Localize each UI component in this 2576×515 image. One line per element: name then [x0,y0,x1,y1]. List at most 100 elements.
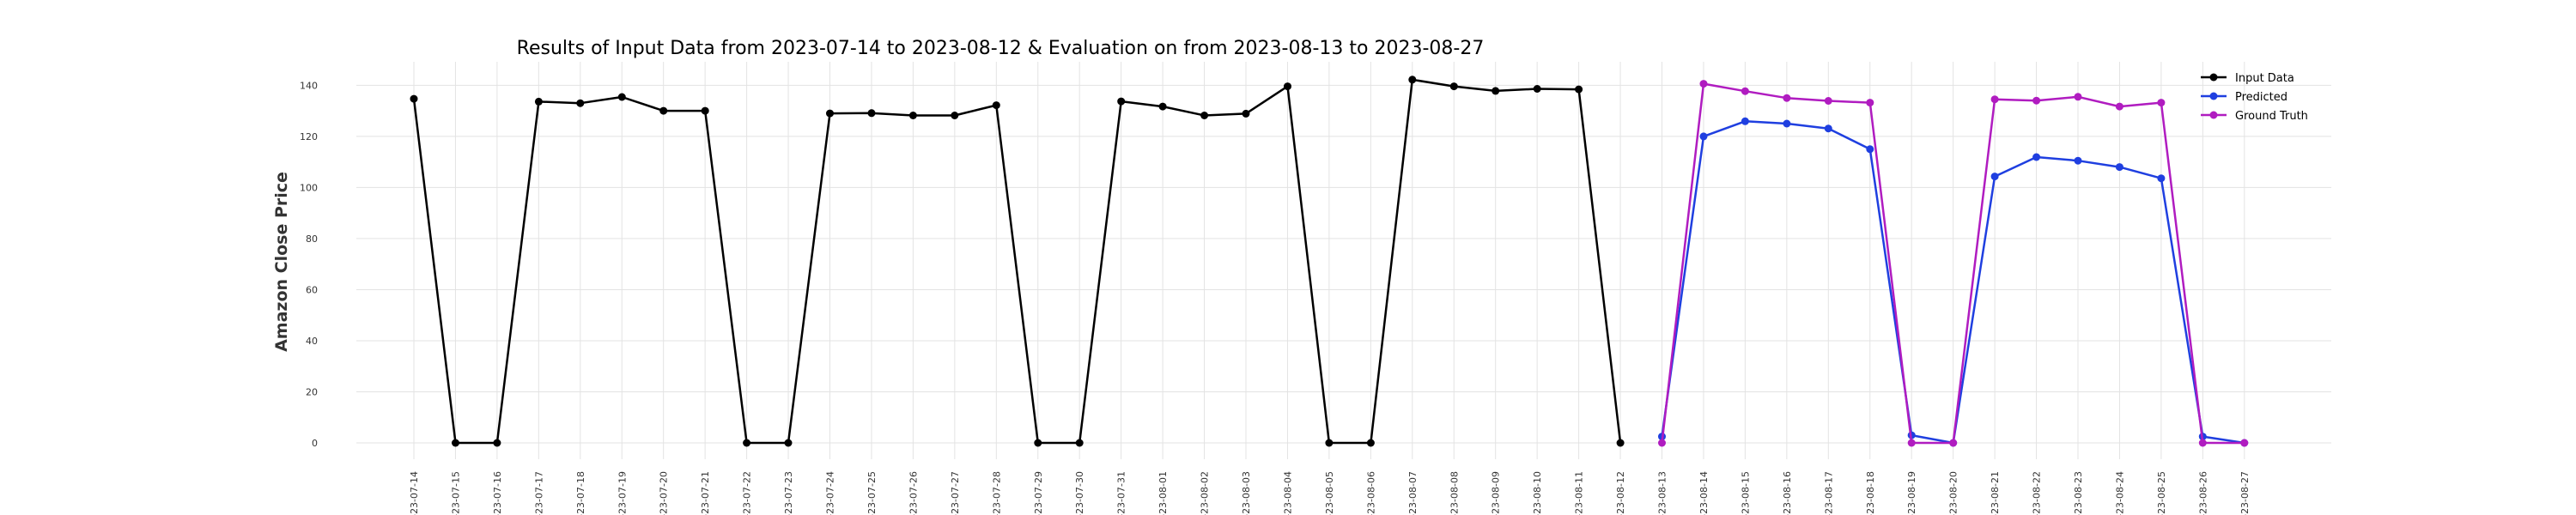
input-data-point [743,439,751,447]
predicted-point [1741,117,1749,125]
predicted-point [1990,173,1999,181]
input-data-point [951,112,959,119]
ground-truth-point [1741,87,1749,95]
x-tick-label: -23-07-20 [659,471,670,515]
ground-truth-point [2157,99,2166,107]
input-data-point [1325,439,1334,447]
x-tick-label: -23-07-27 [950,471,961,515]
ground-truth-point [2240,439,2249,447]
ground-truth-point [1658,439,1666,447]
y-axis-ticks: 0 20 40 60 80 100 120 140 [300,80,318,449]
input-data-point [867,109,876,118]
x-tick-label: -23-08-19 [1906,471,1917,515]
x-tick-label: -23-07-29 [1033,471,1044,515]
grid [356,62,2331,459]
y-axis-label: Amazon Close Price [272,172,291,352]
x-tick-label: -23-08-21 [1990,471,2001,515]
predicted-point [1866,145,1874,154]
x-tick-label: -23-07-31 [1116,471,1127,515]
x-axis-ticks: -23-07-14 -23-07-15 -23-07-16 -23-07-17 -23-… [409,471,2251,515]
chart-title: Results of Input Data from 2023-07-14 to… [517,38,1485,59]
x-tick-label: -23-08-16 [1782,471,1793,515]
legend-item-predicted: Predicted [2201,91,2287,104]
x-tick-label: -23-08-12 [1615,471,1626,515]
ground-truth-point [1824,97,1832,105]
y-tick-label: 120 [300,131,318,142]
x-tick-label: -23-07-14 [409,471,420,515]
input-data-point [1117,97,1126,106]
x-tick-label: -23-08-05 [1324,471,1335,515]
x-tick-label: -23-08-04 [1282,471,1293,515]
input-data-point [493,439,501,447]
x-tick-label: -23-08-22 [2032,471,2043,515]
input-data-point [826,109,834,118]
y-tick-label: 20 [306,386,318,397]
x-tick-label: -23-08-03 [1241,471,1252,515]
x-tick-label: -23-08-06 [1365,471,1376,515]
ground-truth-point [2115,102,2123,111]
x-tick-label: -23-07-18 [575,471,586,515]
input-data-point [1284,82,1291,91]
x-tick-label: -23-07-16 [492,471,503,515]
input-data-point [410,94,418,103]
x-tick-label: -23-07-15 [450,471,461,515]
input-data-point [1242,109,1250,118]
legend: Input Data Predicted Ground Truth [2201,72,2308,123]
input-data-point [784,439,793,447]
x-tick-label: -23-08-10 [1532,471,1543,515]
input-data-point [1533,85,1541,93]
y-tick-label: 80 [306,233,318,245]
x-tick-label: -23-07-24 [825,471,836,515]
x-tick-label: -23-08-01 [1157,471,1169,515]
input-data-point [659,106,668,115]
x-tick-label: -23-08-09 [1491,471,1502,515]
x-tick-label: -23-07-19 [617,471,628,515]
predicted-point [2074,156,2082,165]
predicted-point [1699,132,1708,141]
series-lines [410,76,2249,447]
x-tick-label: -23-08-23 [2073,471,2084,515]
x-tick-label: -23-08-07 [1407,471,1419,515]
ground-truth-point [1783,94,1791,102]
input-data-point [1449,82,1458,91]
y-tick-label: 140 [300,80,318,91]
ground-truth-point [2032,96,2041,105]
ground-truth-point [2074,93,2082,101]
input-data-point [908,112,917,119]
input-data-point [452,439,459,447]
predicted-point [2115,163,2123,172]
x-tick-label: -23-07-17 [533,471,544,515]
input-data-point [1034,439,1042,447]
x-tick-label: -23-08-20 [1948,471,1959,515]
legend-item-input-data: Input Data [2201,72,2294,85]
x-tick-label: -23-07-30 [1074,471,1085,515]
input-data-line [412,78,1622,445]
x-tick-label: -23-08-11 [1574,471,1585,515]
input-data-point [992,101,1000,110]
legend-label: Predicted [2235,91,2287,104]
x-tick-label: -23-08-15 [1740,471,1751,515]
x-tick-label: -23-08-02 [1200,471,1211,515]
x-tick-label: -23-08-14 [1698,471,1710,515]
input-data-point [701,106,709,115]
input-data-point [617,93,626,101]
y-tick-label: 100 [300,182,318,193]
input-data-point [1200,112,1209,119]
x-tick-label: -23-07-22 [742,471,753,515]
ground-truth-point [1907,439,1916,447]
x-tick-label: -23-08-25 [2156,471,2167,515]
x-tick-label: -23-08-08 [1449,471,1460,515]
input-data-point [1492,87,1500,95]
legend-item-ground-truth: Ground Truth [2201,110,2308,123]
y-tick-label: 60 [306,284,318,295]
ground-truth-point [1699,80,1708,88]
input-data-point [576,99,585,107]
ground-truth-point [1990,95,1999,104]
ground-truth-point [1866,99,1874,107]
x-tick-label: -23-08-17 [1823,471,1834,515]
predicted-point [2032,153,2041,161]
input-data-point [1366,439,1375,447]
ground-truth-point [2198,439,2207,447]
y-tick-label: 0 [312,438,318,449]
x-tick-label: -23-08-26 [2197,471,2208,515]
